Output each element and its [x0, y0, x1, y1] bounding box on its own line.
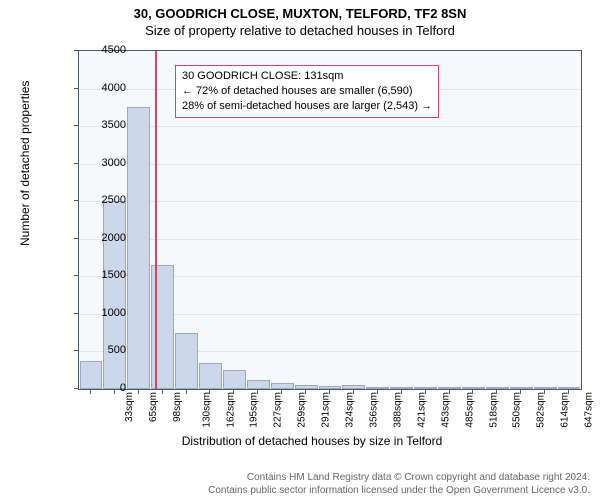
- x-tick-mark: [186, 390, 187, 394]
- y-tick-label: 3000: [86, 157, 126, 169]
- footer-attribution: Contains HM Land Registry data © Crown c…: [0, 471, 598, 497]
- x-tick-mark: [568, 390, 569, 394]
- y-tick-mark: [74, 275, 78, 276]
- x-tick-label: 130sqm: [201, 392, 212, 428]
- x-tick-label: 162sqm: [225, 392, 236, 428]
- gridline: [79, 126, 581, 127]
- x-tick-label: 582sqm: [536, 392, 547, 428]
- histogram-bar: [510, 387, 533, 389]
- x-tick-mark: [138, 390, 139, 394]
- x-tick-mark: [377, 390, 378, 394]
- annotation-line2: ← 72% of detached houses are smaller (6,…: [182, 84, 432, 99]
- y-tick-label: 500: [86, 344, 126, 356]
- y-tick-mark: [74, 200, 78, 201]
- y-tick-mark: [74, 125, 78, 126]
- annotation-box: 30 GOODRICH CLOSE: 131sqm ← 72% of detac…: [175, 65, 439, 118]
- x-tick-label: 485sqm: [464, 392, 475, 428]
- y-tick-label: 2000: [86, 232, 126, 244]
- y-tick-label: 0: [86, 382, 126, 394]
- histogram-bar: [247, 380, 270, 389]
- histogram-bar: [199, 363, 222, 389]
- x-tick-mark: [257, 390, 258, 394]
- x-tick-mark: [544, 390, 545, 394]
- histogram-bar: [223, 370, 246, 389]
- histogram-bar: [366, 387, 389, 389]
- histogram-bar: [438, 387, 461, 389]
- y-tick-label: 4000: [86, 82, 126, 94]
- gridline: [79, 239, 581, 240]
- plot-area: 30 GOODRICH CLOSE: 131sqm ← 72% of detac…: [78, 50, 582, 390]
- histogram-bar: [486, 387, 509, 389]
- histogram-bar: [127, 107, 150, 389]
- x-tick-mark: [114, 390, 115, 394]
- annotation-line3: 28% of semi-detached houses are larger (…: [182, 99, 432, 114]
- x-tick-label: 98sqm: [172, 392, 183, 422]
- histogram-bar: [534, 387, 557, 389]
- histogram-bar: [462, 387, 485, 389]
- y-tick-mark: [74, 238, 78, 239]
- footer-line1: Contains HM Land Registry data © Crown c…: [0, 471, 590, 484]
- x-tick-mark: [353, 390, 354, 394]
- histogram-bar: [295, 385, 318, 390]
- x-tick-mark: [90, 390, 91, 394]
- x-tick-label: 421sqm: [416, 392, 427, 428]
- y-tick-label: 3500: [86, 119, 126, 131]
- x-axis-label: Distribution of detached houses by size …: [34, 434, 590, 448]
- x-tick-mark: [472, 390, 473, 394]
- gridline: [79, 201, 581, 202]
- y-tick-mark: [74, 163, 78, 164]
- histogram-bar: [342, 385, 365, 390]
- y-axis-label: Number of detached properties: [18, 81, 32, 246]
- chart-container: Number of detached properties 30 GOODRIC…: [34, 46, 590, 448]
- x-tick-label: 291sqm: [321, 392, 332, 428]
- y-tick-label: 1000: [86, 307, 126, 319]
- footer-line2: Contains public sector information licen…: [0, 484, 590, 497]
- y-tick-mark: [74, 50, 78, 51]
- y-tick-label: 4500: [86, 44, 126, 56]
- x-tick-label: 453sqm: [440, 392, 451, 428]
- x-tick-mark: [449, 390, 450, 394]
- y-tick-mark: [74, 313, 78, 314]
- x-tick-label: 33sqm: [124, 392, 135, 422]
- gridline: [79, 164, 581, 165]
- x-tick-label: 614sqm: [560, 392, 571, 428]
- x-tick-label: 65sqm: [148, 392, 159, 422]
- histogram-bar: [319, 386, 342, 389]
- x-tick-label: 259sqm: [297, 392, 308, 428]
- x-tick-label: 388sqm: [392, 392, 403, 428]
- x-tick-mark: [233, 390, 234, 394]
- y-tick-label: 2500: [86, 194, 126, 206]
- x-tick-mark: [162, 390, 163, 394]
- y-tick-mark: [74, 388, 78, 389]
- x-tick-mark: [520, 390, 521, 394]
- x-tick-label: 324sqm: [345, 392, 356, 428]
- x-tick-mark: [281, 390, 282, 394]
- histogram-bar: [414, 387, 437, 389]
- histogram-bar: [103, 201, 126, 389]
- title-subtitle: Size of property relative to detached ho…: [0, 23, 600, 38]
- annotation-line1: 30 GOODRICH CLOSE: 131sqm: [182, 69, 432, 84]
- x-tick-mark: [209, 390, 210, 394]
- x-tick-label: 356sqm: [369, 392, 380, 428]
- y-tick-label: 1500: [86, 269, 126, 281]
- y-tick-mark: [74, 350, 78, 351]
- x-tick-label: 550sqm: [512, 392, 523, 428]
- property-marker-line: [155, 51, 157, 389]
- x-tick-mark: [425, 390, 426, 394]
- x-tick-label: 647sqm: [584, 392, 595, 428]
- histogram-bar: [271, 383, 294, 389]
- x-tick-label: 227sqm: [273, 392, 284, 428]
- x-tick-label: 195sqm: [249, 392, 260, 428]
- x-tick-mark: [496, 390, 497, 394]
- y-tick-mark: [74, 88, 78, 89]
- title-address: 30, GOODRICH CLOSE, MUXTON, TELFORD, TF2…: [0, 6, 600, 21]
- x-tick-label: 518sqm: [488, 392, 499, 428]
- histogram-bar: [175, 333, 198, 389]
- x-tick-mark: [329, 390, 330, 394]
- histogram-bar: [558, 387, 581, 389]
- x-tick-mark: [401, 390, 402, 394]
- histogram-bar: [390, 387, 413, 389]
- x-tick-mark: [305, 390, 306, 394]
